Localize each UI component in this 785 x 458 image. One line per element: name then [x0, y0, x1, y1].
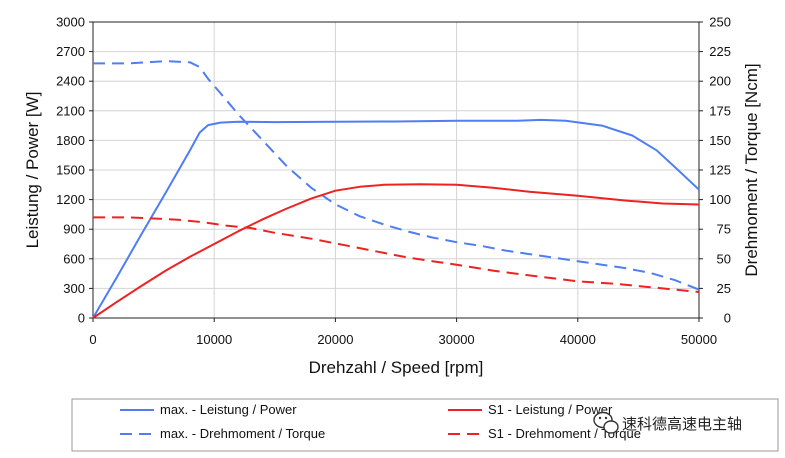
right-tick-label: 250: [709, 15, 731, 30]
legend-box: [71, 398, 779, 452]
left-tick-label: 300: [63, 281, 85, 296]
right-tick-label: 150: [709, 133, 731, 148]
watermark: 速科德高速电主轴: [593, 411, 742, 434]
wechat-icon: [593, 411, 619, 434]
right-tick-label: 125: [709, 163, 731, 178]
x-axis-title: Drehzahl / Speed [rpm]: [309, 358, 484, 377]
left-tick-label: 1500: [56, 163, 85, 178]
grid-lines: [92, 21, 700, 319]
right-tick-label: 100: [709, 192, 731, 207]
legend-label-1: max. - Leistung / Power: [160, 402, 297, 417]
legend-label-2: max. - Drehmoment / Torque: [160, 426, 325, 441]
watermark-text: 速科德高速电主轴: [622, 415, 742, 433]
left-tick-label: 600: [63, 251, 85, 266]
left-tick-label: 900: [63, 222, 85, 237]
left-tick-label: 2700: [56, 44, 85, 59]
x-tick-label: 40000: [560, 332, 596, 347]
left-axis-ticks: 0 300 600 900 1200 1500 1800 2100 2400 2700 3000: [56, 15, 93, 326]
right-axis-title: Drehmoment / Torque [Ncm]: [742, 63, 761, 276]
x-tick-label: 30000: [439, 332, 475, 347]
legend-label-3: S1 - Leistung / Power: [488, 402, 613, 417]
left-tick-label: 3000: [56, 15, 85, 30]
left-tick-label: 0: [78, 311, 85, 326]
x-tick-label: 10000: [196, 332, 232, 347]
right-tick-label: 225: [709, 44, 731, 59]
left-axis-title: Leistung / Power [W]: [23, 92, 42, 249]
right-axis-ticks: 0 25 50 75 100 125 150 175 200 225 250: [699, 15, 731, 326]
right-tick-label: 75: [717, 222, 731, 237]
series-lines: [92, 60, 700, 319]
series-line-4: [93, 216, 700, 293]
right-tick-label: 50: [717, 251, 731, 266]
right-tick-label: 0: [724, 311, 731, 326]
left-tick-label: 1800: [56, 133, 85, 148]
right-tick-label: 200: [709, 74, 731, 89]
legend: max. - Leistung / Power max. - Drehmoment…: [120, 402, 641, 441]
x-tick-label: 50000: [681, 332, 717, 347]
x-tick-label: 0: [89, 332, 96, 347]
right-tick-label: 175: [709, 103, 731, 118]
series-line-1: [92, 118, 700, 319]
left-tick-label: 2400: [56, 74, 85, 89]
left-tick-label: 1200: [56, 192, 85, 207]
legend-label-4: S1 - Drehmoment / Torque: [488, 426, 641, 441]
right-tick-label: 25: [717, 281, 731, 296]
left-tick-label: 2100: [56, 103, 85, 118]
x-axis-ticks: 0 10000 20000 30000 40000 50000: [89, 318, 717, 347]
x-tick-label: 20000: [317, 332, 353, 347]
series-line-3: [92, 183, 700, 319]
